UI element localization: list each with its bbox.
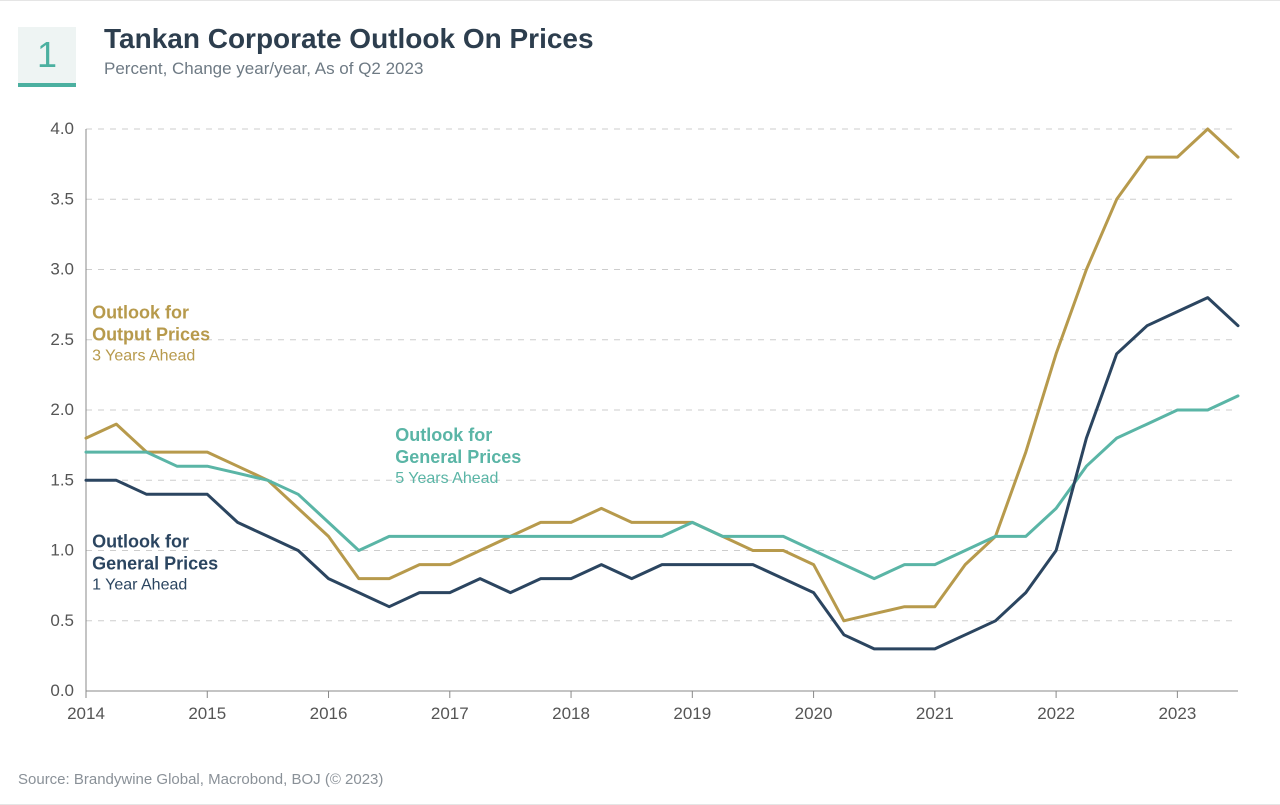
svg-text:2019: 2019 <box>673 704 711 723</box>
svg-text:2021: 2021 <box>916 704 954 723</box>
svg-text:3.5: 3.5 <box>50 189 74 208</box>
chart-number-badge: 1 <box>18 27 76 87</box>
svg-text:3.0: 3.0 <box>50 260 74 279</box>
line-chart-svg: 0.0 0.5 1.0 1.5 2.0 2.5 3.0 3.5 4.0 2014 2015 2016 2… <box>24 115 1256 735</box>
source-attribution: Source: Brandywine Global, Macrobond, BO… <box>0 771 1280 804</box>
series-label-output_3y: Outlook for <box>92 303 189 323</box>
svg-text:1 Year Ahead: 1 Year Ahead <box>92 577 187 594</box>
svg-text:2.5: 2.5 <box>50 330 74 349</box>
svg-text:5 Years Ahead: 5 Years Ahead <box>395 470 498 487</box>
svg-text:3 Years Ahead: 3 Years Ahead <box>92 348 195 365</box>
chart-area: 0.0 0.5 1.0 1.5 2.0 2.5 3.0 3.5 4.0 2014 2015 2016 2… <box>24 115 1256 763</box>
title-block: Tankan Corporate Outlook On Prices Perce… <box>104 23 594 79</box>
svg-text:4.0: 4.0 <box>50 119 74 138</box>
svg-text:2014: 2014 <box>67 704 105 723</box>
series-label-general_5y: Outlook for <box>395 425 492 445</box>
svg-text:General Prices: General Prices <box>92 554 218 574</box>
svg-text:2.0: 2.0 <box>50 400 74 419</box>
series-output_3y <box>86 129 1238 621</box>
header: 1 Tankan Corporate Outlook On Prices Per… <box>0 1 1280 87</box>
svg-text:2016: 2016 <box>310 704 348 723</box>
svg-text:2023: 2023 <box>1158 704 1196 723</box>
svg-text:Output Prices: Output Prices <box>92 325 210 345</box>
svg-text:2022: 2022 <box>1037 704 1075 723</box>
svg-text:2018: 2018 <box>552 704 590 723</box>
svg-text:0.5: 0.5 <box>50 611 74 630</box>
svg-text:2017: 2017 <box>431 704 469 723</box>
chart-subtitle: Percent, Change year/year, As of Q2 2023 <box>104 59 594 79</box>
series-general_5y <box>86 396 1238 579</box>
svg-text:1.0: 1.0 <box>50 541 74 560</box>
svg-text:0.0: 0.0 <box>50 681 74 700</box>
svg-text:1.5: 1.5 <box>50 470 74 489</box>
chart-card: 1 Tankan Corporate Outlook On Prices Per… <box>0 0 1280 805</box>
series-general_1y <box>86 298 1238 649</box>
svg-text:General Prices: General Prices <box>395 447 521 467</box>
svg-text:2015: 2015 <box>188 704 226 723</box>
series-label-general_1y: Outlook for <box>92 532 189 552</box>
svg-text:2020: 2020 <box>795 704 833 723</box>
chart-title: Tankan Corporate Outlook On Prices <box>104 23 594 55</box>
